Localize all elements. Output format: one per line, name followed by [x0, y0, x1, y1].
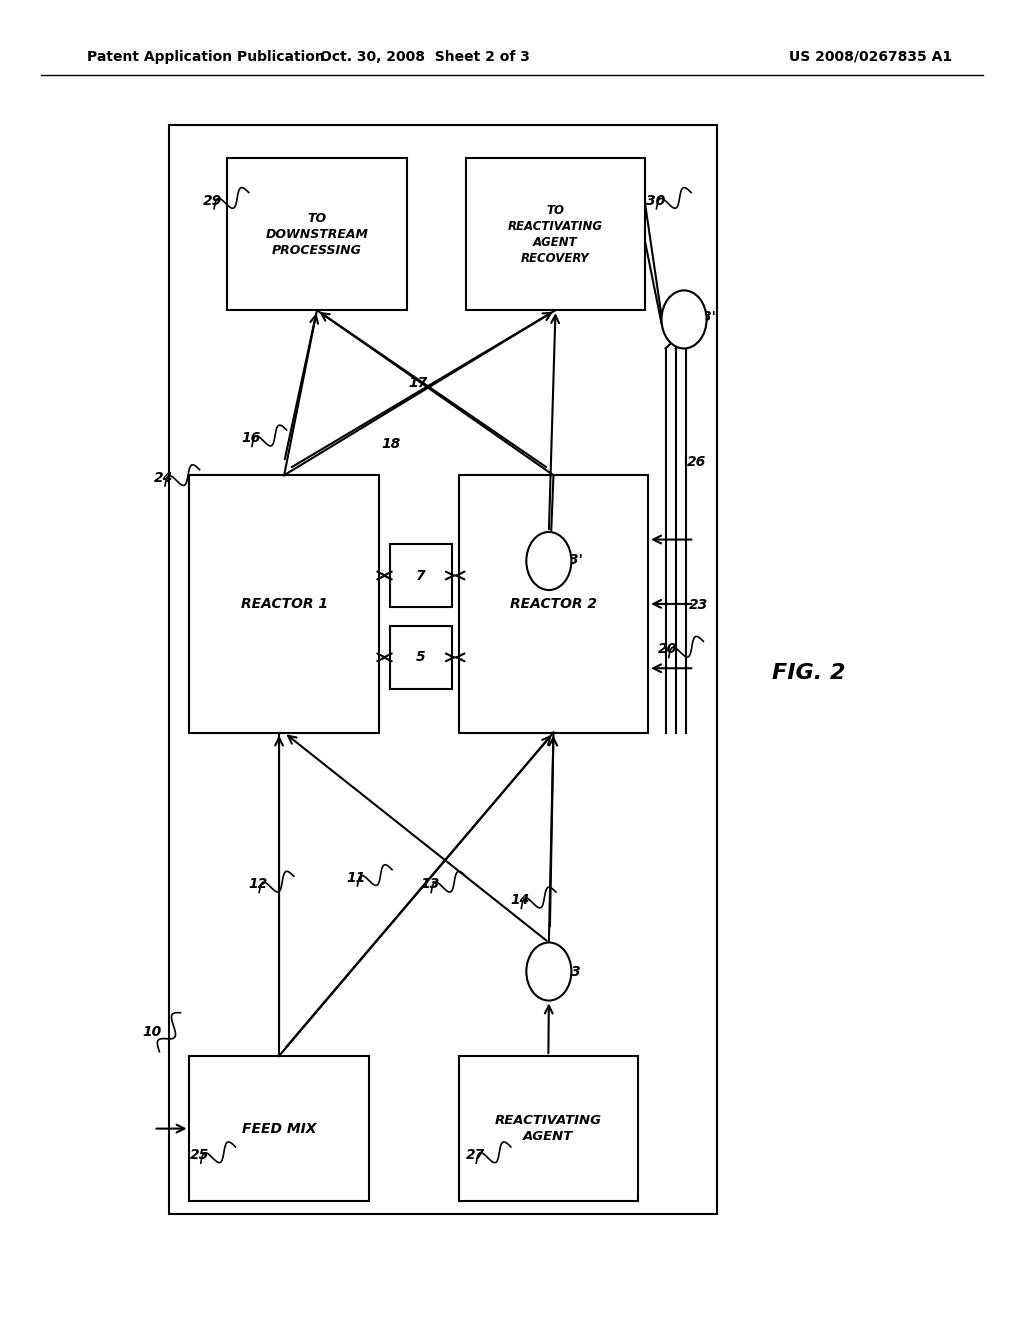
- Text: REACTOR 1: REACTOR 1: [241, 597, 328, 611]
- Text: 30: 30: [646, 194, 665, 207]
- Text: 17: 17: [409, 376, 427, 389]
- Text: FEED MIX: FEED MIX: [242, 1122, 316, 1135]
- Text: TO
DOWNSTREAM
PROCESSING: TO DOWNSTREAM PROCESSING: [265, 211, 369, 257]
- Text: US 2008/0267835 A1: US 2008/0267835 A1: [788, 50, 952, 63]
- Text: REACTOR 2: REACTOR 2: [510, 597, 597, 611]
- Bar: [466, 158, 645, 310]
- Circle shape: [526, 532, 571, 590]
- Text: 5: 5: [416, 651, 426, 664]
- Bar: [459, 1056, 638, 1201]
- Bar: [227, 158, 407, 310]
- Text: 3: 3: [570, 965, 581, 978]
- Text: 18: 18: [382, 437, 400, 450]
- Text: 16: 16: [242, 432, 260, 445]
- Bar: [459, 475, 648, 733]
- Text: 3": 3": [702, 310, 719, 323]
- Text: 20: 20: [658, 643, 677, 656]
- Text: Patent Application Publication: Patent Application Publication: [87, 50, 325, 63]
- Text: TO
REACTIVATING
AGENT
RECOVERY: TO REACTIVATING AGENT RECOVERY: [508, 203, 603, 265]
- Bar: [390, 544, 452, 607]
- Text: 13: 13: [421, 878, 439, 891]
- Text: 25: 25: [190, 1148, 209, 1162]
- Text: 29: 29: [204, 194, 222, 207]
- Text: 24: 24: [155, 471, 173, 484]
- Text: 14: 14: [511, 894, 529, 907]
- Text: 10: 10: [142, 1026, 161, 1039]
- Bar: [390, 626, 452, 689]
- Bar: [169, 125, 717, 1214]
- Text: 26: 26: [687, 455, 706, 469]
- Text: 27: 27: [466, 1148, 484, 1162]
- Bar: [189, 475, 379, 733]
- Text: REACTIVATING
AGENT: REACTIVATING AGENT: [495, 1114, 602, 1143]
- Text: 7: 7: [416, 569, 426, 582]
- Text: 3': 3': [568, 553, 583, 566]
- Bar: [189, 1056, 369, 1201]
- Text: 11: 11: [347, 871, 366, 884]
- Circle shape: [526, 942, 571, 1001]
- Text: Oct. 30, 2008  Sheet 2 of 3: Oct. 30, 2008 Sheet 2 of 3: [321, 50, 529, 63]
- Text: 12: 12: [249, 878, 267, 891]
- Circle shape: [662, 290, 707, 348]
- Text: 23: 23: [689, 598, 708, 611]
- Text: FIG. 2: FIG. 2: [772, 663, 846, 684]
